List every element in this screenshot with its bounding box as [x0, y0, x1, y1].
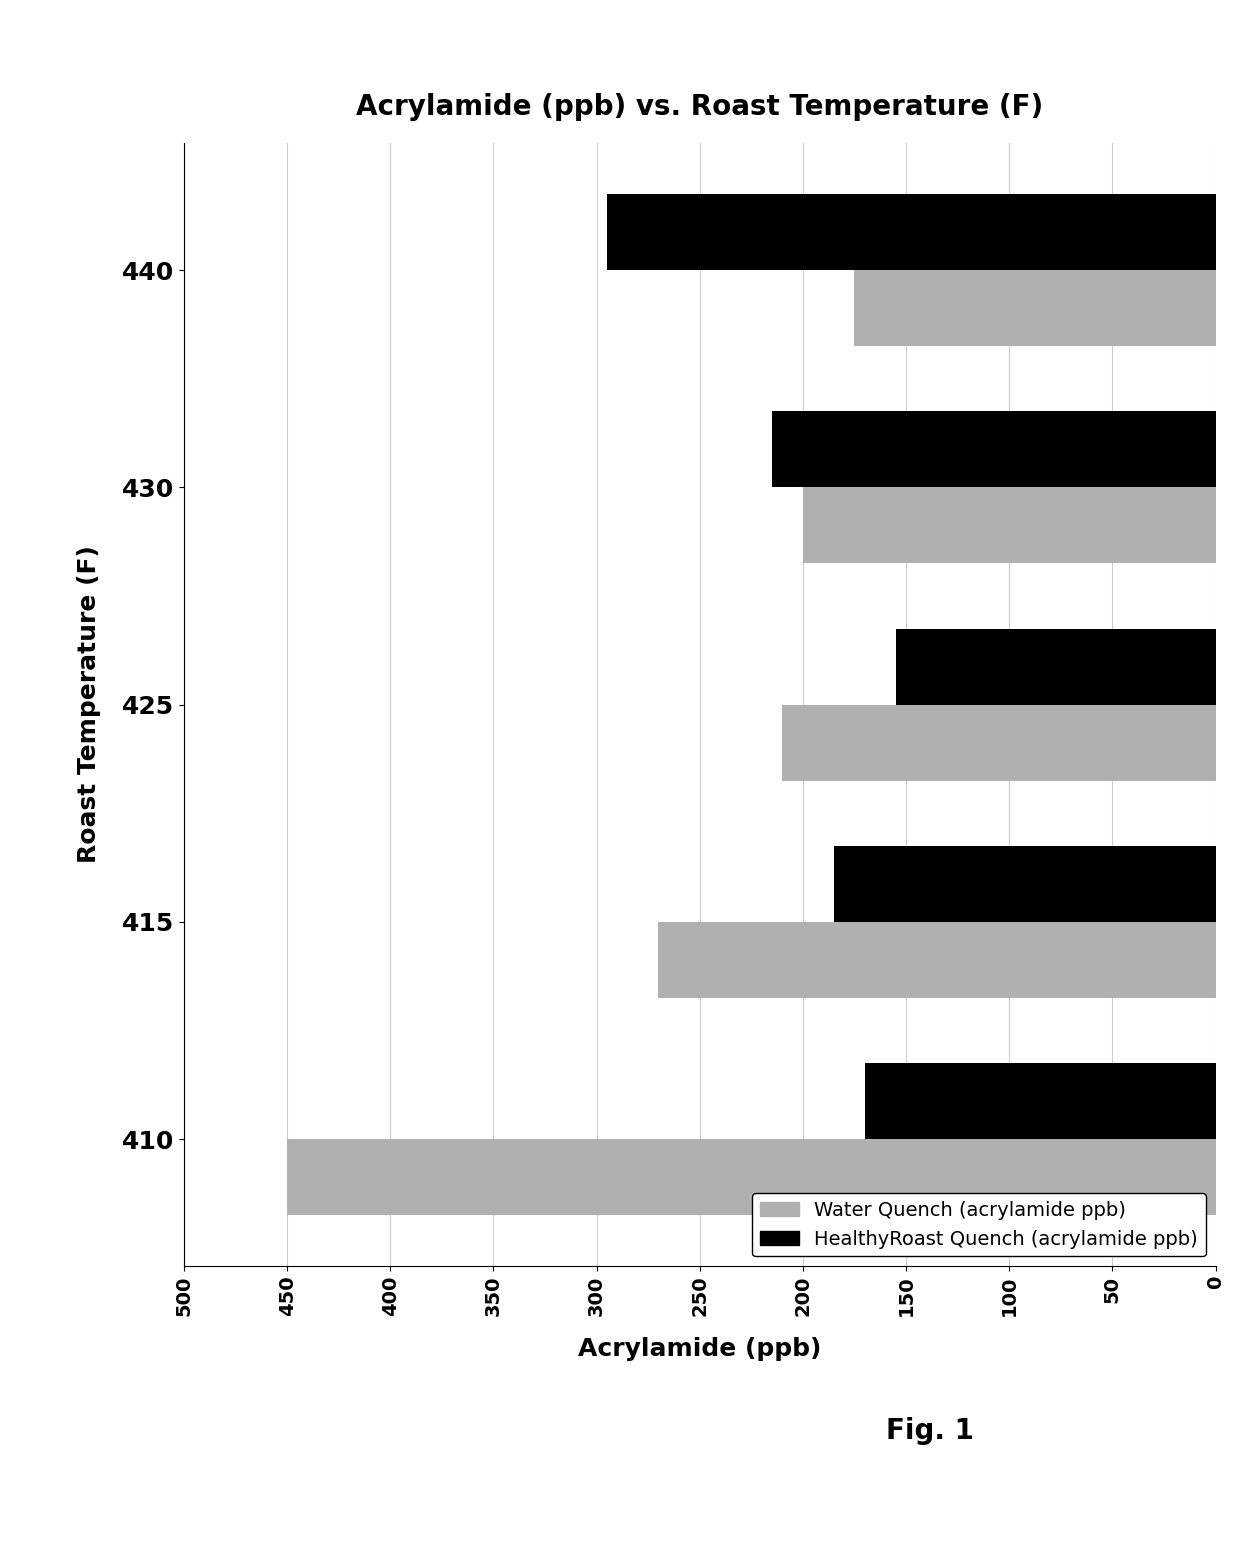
- Bar: [854, 271, 1215, 346]
- Bar: [773, 411, 1215, 488]
- Bar: [864, 1064, 1215, 1139]
- Bar: [833, 846, 1215, 921]
- Bar: [658, 921, 1215, 998]
- Bar: [606, 194, 1215, 271]
- Y-axis label: Roast Temperature (F): Roast Temperature (F): [77, 546, 100, 863]
- Title: Acrylamide (ppb) vs. Roast Temperature (F): Acrylamide (ppb) vs. Roast Temperature (…: [356, 94, 1043, 120]
- Bar: [895, 629, 1215, 704]
- Bar: [782, 704, 1215, 780]
- Legend: Water Quench (acrylamide ppb), HealthyRoast Quench (acrylamide ppb): Water Quench (acrylamide ppb), HealthyRo…: [751, 1193, 1205, 1256]
- Text: Fig. 1: Fig. 1: [887, 1417, 973, 1445]
- Bar: [288, 1139, 1215, 1215]
- Bar: [802, 488, 1215, 563]
- X-axis label: Acrylamide (ppb): Acrylamide (ppb): [578, 1337, 821, 1361]
